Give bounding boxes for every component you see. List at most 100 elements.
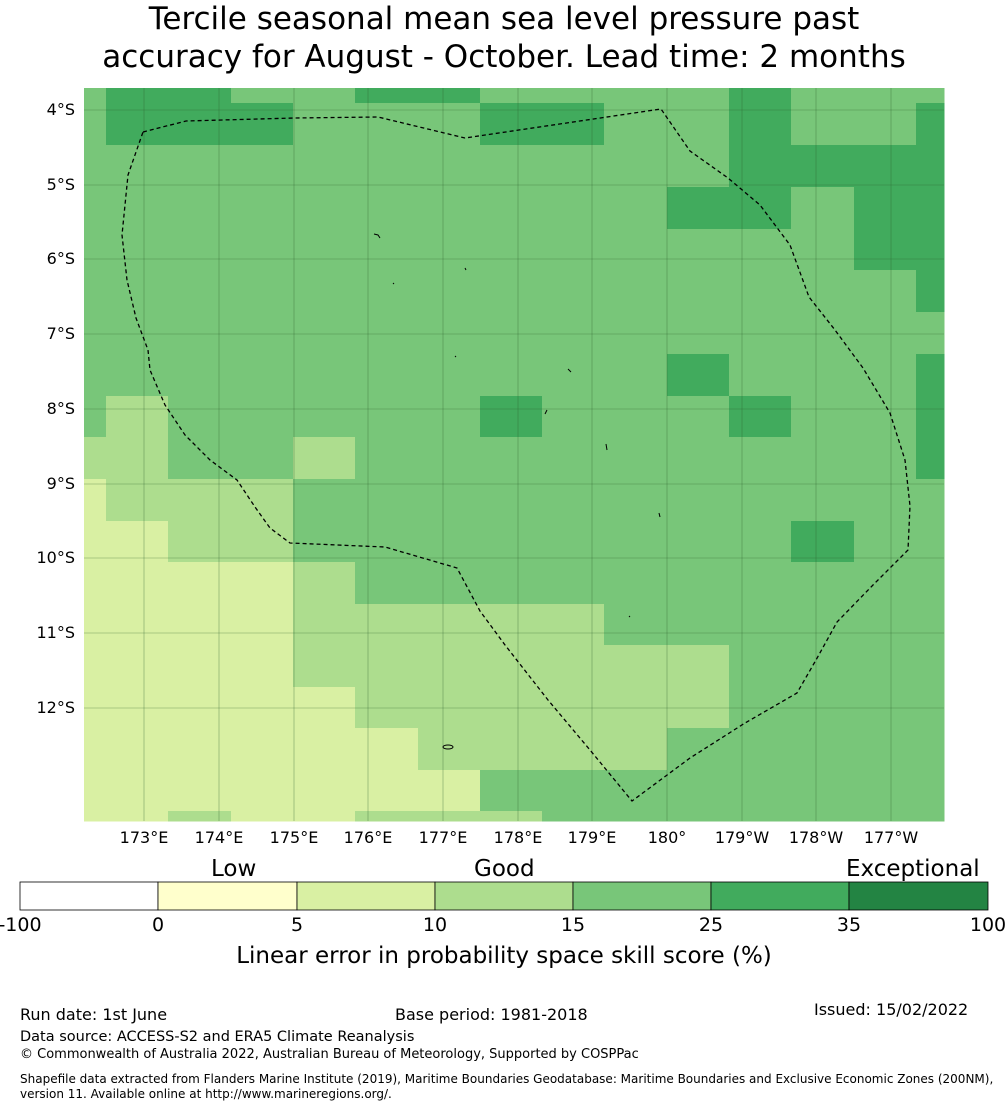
grid-cell: [293, 88, 356, 104]
grid-cell: [293, 229, 356, 271]
grid-cell: [168, 145, 232, 188]
grid-cell: [480, 396, 543, 438]
grid-cell: [168, 354, 232, 397]
grid-cell: [729, 354, 792, 397]
grid-cell: [791, 354, 855, 397]
grid-cell: [168, 103, 232, 146]
grid-cell: [84, 437, 107, 480]
latitude-label: 10°S: [36, 548, 75, 567]
grid-cell: [729, 645, 792, 688]
grid-cell: [106, 479, 169, 522]
grid-cell: [667, 604, 730, 646]
grid-cell: [293, 145, 356, 188]
grid-cell: [293, 811, 356, 822]
grid-cell: [168, 312, 232, 355]
grid-cell: [168, 270, 232, 313]
grid-cell: [231, 354, 294, 397]
grid-cell: [604, 811, 668, 822]
grid-cell: [916, 229, 945, 271]
latitude-label: 11°S: [36, 623, 75, 642]
title-line-1: Tercile seasonal mean sea level pressure…: [148, 1, 860, 37]
category-exceptional: Exceptional: [846, 856, 980, 882]
grid-cell: [667, 770, 730, 812]
grid-cell: [106, 270, 169, 313]
grid-cell: [916, 396, 945, 438]
grid-cell: [231, 187, 294, 230]
grid-cell: [84, 811, 107, 822]
colorbar-segment: [434, 881, 574, 911]
latitude-label: 12°S: [36, 698, 75, 717]
grid-cell: [293, 312, 356, 355]
colorbar-tick-label: 35: [836, 914, 862, 936]
grid-cell: [604, 88, 668, 104]
grid-cell: [791, 770, 855, 812]
latitude-label: 7°S: [46, 324, 75, 343]
grid-cell: [542, 187, 605, 230]
grid-cell: [542, 229, 605, 271]
grid-cell: [791, 645, 855, 688]
grid-cell: [542, 521, 605, 563]
grid-cell: [480, 562, 543, 605]
grid-cell: [106, 145, 169, 188]
colorbar-tick-label: 100: [969, 914, 1007, 936]
grid-cell: [542, 770, 605, 812]
grid-cell: [729, 88, 792, 104]
grid-cell: [729, 437, 792, 480]
grid-cell: [231, 562, 294, 605]
grid-cell: [854, 811, 917, 822]
grid-cell: [293, 604, 356, 646]
grid-cell: [542, 145, 605, 188]
grid-cell: [854, 270, 917, 313]
colorbar-segment: [572, 881, 712, 911]
grid-cell: [854, 312, 917, 355]
grid-cell: [854, 354, 917, 397]
grid-cell: [84, 145, 107, 188]
grid-cell: [604, 437, 668, 480]
grid-cell: [355, 396, 419, 438]
colorbar-segment: [848, 881, 989, 911]
grid-cell: [604, 354, 668, 397]
grid-cell: [293, 437, 356, 480]
grid-cell: [916, 145, 945, 188]
grid-cell: [84, 479, 107, 522]
category-good: Good: [474, 856, 535, 882]
grid-cell: [667, 103, 730, 146]
grid-cell: [604, 396, 668, 438]
colorbar-tick-label: 5: [290, 914, 304, 936]
island: [373, 233, 381, 239]
grid-cell: [729, 562, 792, 605]
title-line-2: accuracy for August - October. Lead time…: [102, 39, 906, 75]
longitude-label: 178°E: [493, 828, 543, 847]
grid-cell: [729, 396, 792, 438]
grid-cell: [106, 312, 169, 355]
grid-cell: [231, 145, 294, 188]
category-low: Low: [211, 856, 257, 882]
grid-cell: [542, 396, 605, 438]
grid-cell: [293, 521, 356, 563]
grid-cell: [355, 187, 419, 230]
grid-cell: [168, 396, 232, 438]
grid-cell: [791, 396, 855, 438]
grid-cell: [916, 270, 945, 313]
grid-cell: [106, 562, 169, 605]
grid-cell: [480, 145, 543, 188]
grid-cell: [854, 604, 917, 646]
grid-cell: [168, 229, 232, 271]
grid-cell: [106, 811, 169, 822]
grid-cell: [667, 437, 730, 480]
grid-cell: [916, 187, 945, 230]
grid-cell: [854, 521, 917, 563]
grid-cell: [667, 354, 730, 397]
grid-cell: [854, 562, 917, 605]
longitude-label: 175°E: [269, 828, 319, 847]
grid-cell: [418, 229, 481, 271]
grid-cell: [106, 354, 169, 397]
grid-cell: [106, 521, 169, 563]
grid-cell: [916, 811, 945, 822]
grid-cell: [418, 354, 481, 397]
longitude-label: 177°E: [418, 828, 468, 847]
grid-cell: [791, 145, 855, 188]
grid-cell: [480, 521, 543, 563]
grid-cell: [604, 187, 668, 230]
